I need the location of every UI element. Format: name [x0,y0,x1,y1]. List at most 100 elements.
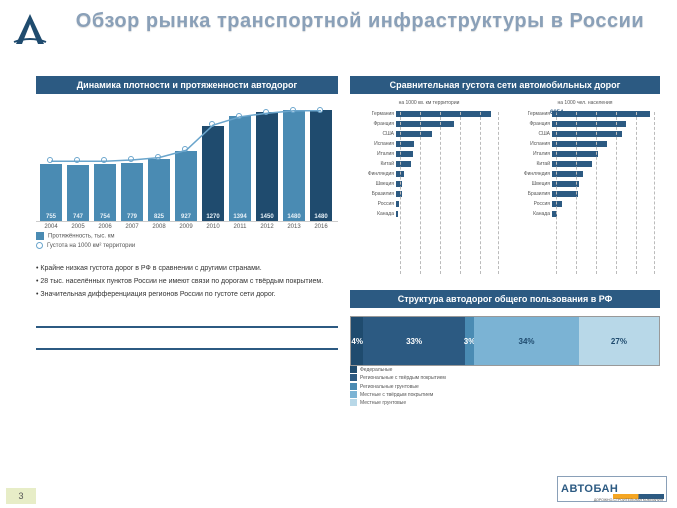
divider-2 [36,348,338,350]
country-label: Франция [510,121,552,127]
legend-item: Местные грунтовые [350,399,446,407]
footer-logo: АВТОБАН ДОРОЖНО-СТРОИТЕЛЬНАЯ КОМПАНИЯ [557,476,667,502]
country-row: Россия [354,199,504,208]
country-label: Россия [510,201,552,207]
line-point [101,157,107,163]
country-bar [552,151,598,157]
bar-value: 1480 [310,214,332,220]
bar-value: 825 [148,214,170,220]
bar-value: 1270 [202,214,224,220]
bar [202,126,224,221]
section-density-dynamics: Динамика плотности и протяженности автод… [36,76,338,242]
country-bar [396,161,411,167]
x-label: 2004 [40,224,62,230]
bar [256,112,278,221]
country-bar [396,121,454,127]
bar [310,110,332,221]
country-label: Германия [354,111,396,117]
country-bar [396,131,432,137]
country-row: Китай [354,159,504,168]
stack-segment: 27% [579,317,659,365]
legend-line-label: Густота на 1000 км² территории [47,243,135,249]
footer-brand-text: АВТОБАН [561,483,618,495]
legend-item: Региональные с твёрдым покрытием [350,374,446,382]
country-row: Финляндия [354,169,504,178]
bar [121,163,143,221]
country-row: Швеция [354,179,504,188]
x-label: 2005 [67,224,89,230]
section3-header: Структура автодорог общего пользования в… [350,290,660,308]
country-row: Канада [510,209,660,218]
legend-item: Местные с твёрдым покрытием [350,391,446,399]
country-label: Китай [354,161,396,167]
bullet-points: • Крайне низкая густота дорог в РФ в сра… [36,264,338,302]
country-label: Бразилия [510,191,552,197]
country-bar [396,201,399,207]
bar-value: 1480 [283,214,305,220]
x-label: 2006 [94,224,116,230]
country-label: Канада [510,211,552,217]
x-label: 2012 [256,224,278,230]
line-point [47,157,53,163]
x-label: 2010 [202,224,224,230]
bar-value: 755 [40,214,62,220]
country-row: Россия [510,199,660,208]
country-row: Китай [510,159,660,168]
country-bar [552,161,592,167]
company-logo [12,8,48,48]
line-point [290,107,296,113]
bar-value: 1450 [256,214,278,220]
country-label: Испания [354,141,396,147]
x-label: 2007 [121,224,143,230]
country-row: США [510,129,660,138]
stack-segment: 33% [363,317,465,365]
bar-value: 779 [121,214,143,220]
country-row: Бразилия [510,189,660,198]
country-label: Германия [510,111,552,117]
country-row: Финляндия [510,169,660,178]
stack-segment: 34% [474,317,579,365]
country-label: Финляндия [510,171,552,177]
country-label: США [354,131,396,137]
line-point [155,154,161,160]
x-label: 2008 [148,224,170,230]
left-col-title: на 1000 кв. км территории [354,100,504,106]
stacked-legend: ФедеральныеРегиональные с твёрдым покрыт… [350,366,446,408]
country-label: Испания [510,141,552,147]
country-row: Франция [510,119,660,128]
country-label: США [510,131,552,137]
section-comparative-density: Сравнительная густота сети автомобильных… [350,76,660,278]
country-row: Италия [510,149,660,158]
country-row: Испания [354,139,504,148]
line-point [317,107,323,113]
country-row: Германия [354,109,504,118]
country-label: Финляндия [354,171,396,177]
country-bars-chart: на 1000 кв. км территории Германия Франци… [350,98,660,278]
page-number: 3 [6,488,36,504]
country-label: Италия [354,151,396,157]
country-bar [396,111,491,117]
country-row: Швеция [510,179,660,188]
section1-header: Динамика плотности и протяженности автод… [36,76,338,94]
country-label: Италия [510,151,552,157]
line-point [236,113,242,119]
bar [94,164,116,221]
bar [229,116,251,221]
country-bar [552,141,607,147]
legend-item: Федеральные [350,366,446,374]
legend-item: Региональные грунтовые [350,383,446,391]
bullet-item: • 28 тыс. населённых пунктов России не и… [36,277,338,287]
bar [40,164,62,221]
x-label: 2011 [229,224,251,230]
footer-sub-text: ДОРОЖНО-СТРОИТЕЛЬНАЯ КОМПАНИЯ [594,498,663,502]
country-label: Канада [354,211,396,217]
stack-segment: 4% [351,317,363,365]
country-row: Испания [510,139,660,148]
country-row: Германия [510,109,660,118]
legend-bar-label: Протяжённость, тыс. км [48,234,115,240]
x-label: 2013 [283,224,305,230]
section2-header: Сравнительная густота сети автомобильных… [350,76,660,94]
country-row: Франция [354,119,504,128]
country-row: Италия [354,149,504,158]
country-label: Швеция [510,181,552,187]
